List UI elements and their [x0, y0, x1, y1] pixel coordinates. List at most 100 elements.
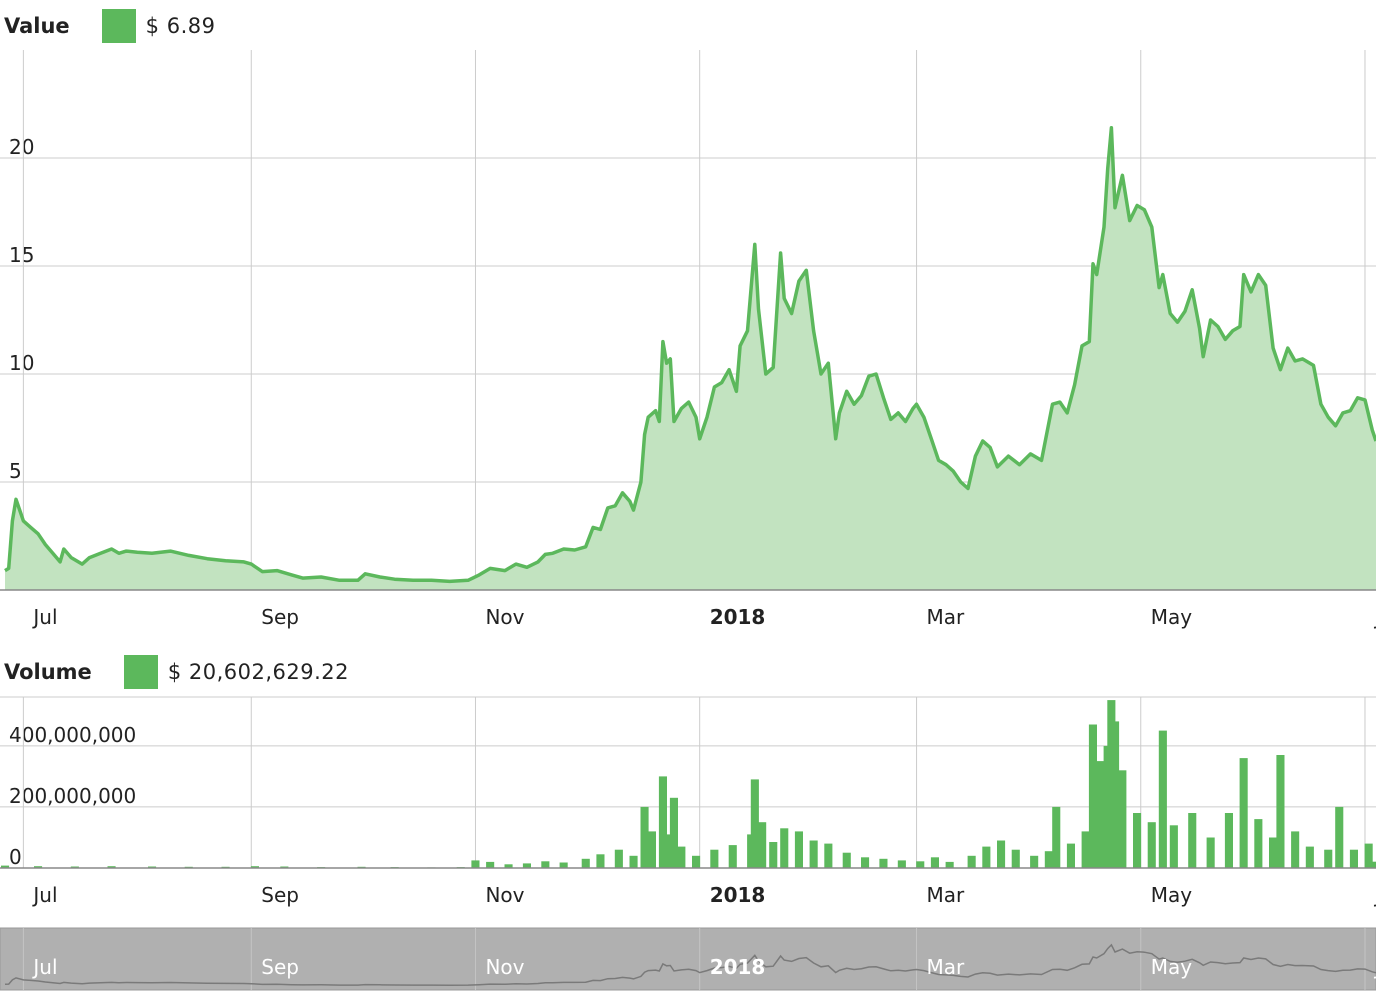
navigator-x-tick-label: Jul [1373, 955, 1376, 979]
volume-bar [1188, 813, 1197, 868]
volume-bar [1118, 770, 1127, 868]
volume-bar [1044, 851, 1053, 868]
volume-bar [758, 822, 767, 868]
volume-bar [824, 843, 833, 868]
volume-y-tick-label: 200,000,000 [9, 784, 136, 808]
volume-bar [1349, 849, 1358, 868]
value-x-tick-label: Sep [261, 605, 299, 629]
volume-bar [1081, 831, 1090, 868]
volume-y-tick-label: 400,000,000 [9, 723, 136, 747]
value-legend-swatch [101, 9, 136, 43]
navigator[interactable]: Jul Sep Nov 2018 Mar May Jul [0, 927, 1376, 991]
volume-x-tick-label: Nov [485, 883, 524, 907]
navigator-x-tick-label: Jul [31, 955, 57, 979]
volume-bar [1, 865, 10, 868]
navigator-x-tick-label: Mar [927, 955, 966, 979]
volume-bar [750, 779, 759, 868]
volume-bar [107, 866, 116, 868]
volume-x-axis: Jul Sep Nov 2018 Mar May Jul [31, 883, 1376, 907]
volume-bar [1372, 861, 1376, 868]
volume-bar [647, 831, 656, 868]
volume-bar [1066, 843, 1075, 868]
volume-bar [1239, 758, 1248, 868]
value-x-tick-label: Jul [1373, 605, 1376, 629]
volume-bar [1111, 721, 1120, 868]
volume-bar [916, 861, 925, 868]
volume-bar [596, 854, 605, 868]
volume-bar [809, 840, 818, 868]
volume-x-tick-label: Mar [927, 883, 966, 907]
volume-x-tick-label: Jul [31, 883, 57, 907]
navigator-x-tick-label: Nov [485, 955, 524, 979]
volume-legend-swatch [123, 655, 158, 689]
navigator-x-tick-label: 2018 [710, 955, 766, 979]
volume-bar [1133, 813, 1142, 868]
value-y-tick-label: 20 [9, 135, 34, 159]
volume-bar [710, 849, 719, 868]
volume-bar [1169, 825, 1178, 869]
volume-bar [250, 866, 259, 868]
navigator-x-tick-label: Sep [261, 955, 299, 979]
value-legend-label: Value [4, 14, 70, 38]
volume-bar [982, 846, 991, 868]
value-x-tick-label: 2018 [710, 605, 766, 629]
value-y-tick-label: 5 [9, 459, 22, 483]
volume-x-tick-label: 2018 [710, 883, 766, 907]
value-x-axis: Jul Sep Nov 2018 Mar May Jul [31, 605, 1376, 629]
value-y-tick-label: 15 [9, 243, 34, 267]
volume-legend-label: Volume [4, 660, 92, 684]
volume-bar [1269, 837, 1278, 868]
volume-bar [1206, 837, 1215, 868]
volume-bar [1224, 813, 1233, 868]
volume-bar [486, 861, 495, 868]
volume-bar [1364, 843, 1373, 868]
value-legend: Value $ 6.89 [0, 9, 215, 43]
volume-bar [614, 849, 623, 868]
volume-legend-reading: $ 20,602,629.22 [167, 660, 349, 684]
volume-bar [997, 840, 1006, 868]
volume-bar [640, 806, 649, 868]
volume-bar [897, 860, 906, 868]
value-series-line [4, 126, 1376, 584]
volume-bar [769, 842, 778, 868]
volume-bar [780, 828, 789, 868]
value-panel: 05101520 [0, 50, 1376, 591]
volume-bar [559, 862, 568, 868]
volume-bar [879, 858, 888, 868]
volume-bar [1305, 846, 1314, 868]
volume-bar [842, 852, 851, 868]
volume-bar [728, 845, 737, 868]
volume-bar [1324, 849, 1333, 868]
volume-bar [945, 861, 954, 868]
value-x-tick-label: Nov [485, 605, 524, 629]
volume-bar [1276, 755, 1285, 868]
volume-bar [658, 776, 667, 868]
navigator-series-line [4, 943, 1376, 986]
volume-bar [1291, 831, 1300, 868]
volume-bar [1088, 724, 1097, 868]
volume-bar [669, 797, 678, 868]
volume-bar [541, 861, 550, 868]
volume-x-tick-label: Sep [261, 883, 299, 907]
volume-x-tick-label: Jul [1373, 883, 1376, 907]
volume-bar [471, 860, 480, 868]
volume-bar [1052, 806, 1061, 868]
volume-bar [1158, 730, 1167, 868]
volume-bar [581, 858, 590, 868]
volume-bar [1011, 849, 1020, 868]
navigator-background [0, 927, 1376, 991]
volume-bar [794, 831, 803, 868]
volume-bar [34, 866, 43, 868]
volume-bar [1335, 806, 1344, 868]
volume-bar [677, 846, 686, 868]
volume-bar [662, 834, 671, 868]
value-y-tick-label: 10 [9, 351, 34, 375]
volume-panel: 0 200,000,000 400,000,000 [0, 696, 1376, 869]
volume-y-tick-label: 0 [9, 845, 22, 869]
volume-bar [1147, 822, 1156, 868]
volume-bar [861, 857, 870, 868]
volume-x-tick-label: May [1151, 883, 1193, 907]
volume-bar [522, 863, 531, 868]
volume-bar [1096, 761, 1105, 868]
